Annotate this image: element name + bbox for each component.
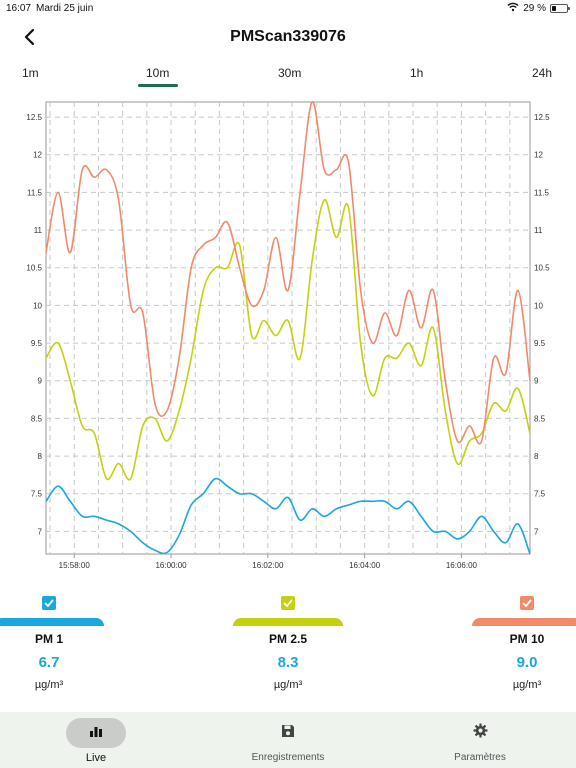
pm10-checkbox[interactable] [520, 596, 534, 610]
y-tick-label-right: 10 [534, 301, 543, 310]
y-tick-label-right: 8 [534, 452, 539, 461]
y-tick-label-left: 7.5 [31, 490, 43, 499]
range-tabs: 1m 10m 30m 1h 24h [0, 60, 576, 90]
battery-label: 29 % [523, 3, 546, 14]
checkbox-checked-icon [44, 594, 54, 612]
series-line-pm1 [45, 477, 531, 555]
y-tick-label-right: 7 [534, 527, 539, 536]
header: PMScan339076 [0, 18, 576, 58]
y-tick-label-left: 9.5 [31, 339, 43, 348]
status-right: 29 % [507, 2, 570, 15]
plot-frame [45, 101, 531, 555]
checkbox-checked-icon [283, 594, 293, 612]
x-tick-label: 16:00:00 [155, 561, 187, 570]
bottom-nav: Live Enregistrements [0, 712, 576, 768]
y-tick-label-right: 8.5 [534, 414, 546, 423]
nav-live-pill [66, 718, 126, 748]
status-date: Mardi 25 juin [36, 3, 94, 14]
nav-settings[interactable]: Paramètres [420, 718, 540, 763]
status-time: 16:07 [6, 3, 32, 14]
gear-icon [472, 723, 488, 743]
nav-recordings-pill [258, 718, 318, 748]
selected-range-indicator [138, 84, 178, 87]
range-tab-1m[interactable]: 1m [22, 66, 39, 80]
pm10-unit: µg/m³ [512, 679, 542, 691]
checkbox-checked-icon [522, 594, 532, 612]
battery-icon [550, 4, 570, 13]
pm1-checkbox[interactable] [42, 596, 56, 610]
y-tick-label-left: 10 [33, 301, 42, 310]
pm1-value: 6.7 [38, 654, 60, 671]
y-tick-label-right: 9 [534, 377, 539, 386]
range-tab-24h[interactable]: 24h [532, 66, 553, 80]
pm1-label: PM 1 [34, 632, 63, 646]
nav-live[interactable]: Live [36, 718, 156, 764]
page-title: PMScan339076 [230, 28, 346, 45]
pm25-label: PM 2.5 [268, 632, 307, 646]
y-tick-label-left: 8 [38, 452, 43, 461]
metric-pm1: PM 1 6.7 µg/m³ [0, 594, 104, 691]
pm-chart: 12.5 12.5 12 12 11.5 11.5 11 11 10.5 10.5 10 10 9.5 9… [0, 96, 576, 578]
series-line-pm25 [45, 199, 531, 481]
status-bar: 16:07 Mardi 25 juin 29 % [0, 0, 576, 18]
pm25-value: 8.3 [277, 654, 299, 671]
series-line-pm10 [45, 101, 531, 445]
chevron-left-icon [23, 28, 35, 51]
pm25-unit: µg/m³ [273, 679, 303, 691]
y-tick-label-left: 10.5 [26, 264, 42, 273]
nav-recordings[interactable]: Enregistrements [228, 718, 348, 763]
nav-settings-pill [450, 718, 510, 748]
y-tick-label-right: 9.5 [534, 339, 546, 348]
save-icon [281, 724, 295, 743]
pm1-unit: µg/m³ [34, 679, 64, 691]
y-tick-label-right: 12 [534, 151, 543, 160]
y-tick-label-left: 12 [33, 151, 42, 160]
x-tick-label: 16:04:00 [349, 561, 381, 570]
y-tick-label-left: 9 [38, 377, 43, 386]
x-tick-label: 16:06:00 [446, 561, 478, 570]
nav-settings-label: Paramètres [454, 752, 506, 763]
range-tab-30m[interactable]: 30m [278, 66, 302, 80]
x-tick-label: 16:02:00 [252, 561, 284, 570]
back-button[interactable] [16, 26, 42, 52]
pm10-value: 9.0 [516, 654, 538, 671]
x-tick-label: 15:58:00 [59, 561, 91, 570]
y-tick-label-right: 12.5 [534, 113, 550, 122]
nav-recordings-label: Enregistrements [251, 752, 325, 763]
y-tick-label-left: 8.5 [31, 414, 43, 423]
pm25-checkbox[interactable] [281, 596, 295, 610]
y-tick-label-left: 11 [34, 226, 43, 235]
bar-chart-icon [89, 724, 103, 742]
metric-pm10: PM 10 9.0 µg/m³ [472, 594, 576, 691]
wifi-icon [507, 2, 519, 15]
y-tick-label-right: 11 [534, 226, 543, 235]
y-tick-label-left: 12.5 [26, 113, 42, 122]
y-tick-label-right: 11.5 [534, 188, 550, 197]
pm1-color-bar [0, 618, 104, 626]
y-tick-label-right: 7.5 [534, 490, 546, 499]
range-tab-10m[interactable]: 10m [146, 66, 170, 80]
metric-pm25: PM 2.5 8.3 µg/m³ [233, 594, 343, 691]
nav-live-label: Live [85, 752, 107, 764]
pm10-label: PM 10 [509, 632, 545, 646]
pm25-color-bar [233, 618, 343, 626]
pm10-color-bar [472, 618, 576, 626]
metrics-legend: PM 1 6.7 µg/m³ PM 2.5 8.3 µg/m³ PM 10 9.… [0, 594, 576, 694]
range-tab-1h[interactable]: 1h [410, 66, 424, 80]
pm-chart-svg: 12.5 12.5 12 12 11.5 11.5 11 11 10.5 10.5 10 10 9.5 9… [26, 101, 550, 570]
y-tick-label-left: 7 [38, 527, 43, 536]
y-tick-label-left: 11.5 [27, 188, 43, 197]
y-tick-label-right: 10.5 [534, 264, 550, 273]
